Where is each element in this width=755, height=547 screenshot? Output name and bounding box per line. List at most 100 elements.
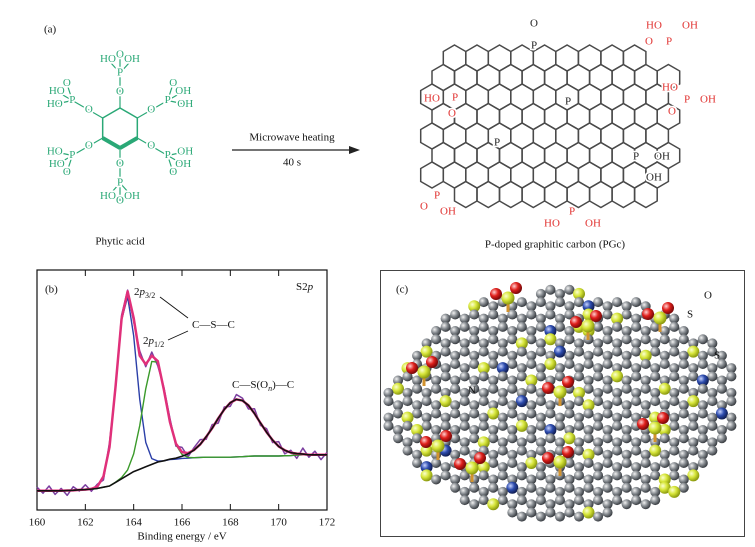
atom (542, 452, 554, 464)
atom (582, 399, 595, 412)
x-tick-label: 168 (222, 517, 239, 529)
bond (167, 155, 174, 173)
atom (421, 412, 432, 423)
atom (421, 396, 432, 407)
atom (402, 371, 413, 382)
atom (507, 408, 518, 419)
atom (678, 458, 689, 468)
ring-wedge (101, 136, 121, 150)
atom (469, 309, 480, 320)
atom (726, 396, 737, 407)
reaction-condition: Microwave heating (249, 132, 335, 144)
atom (650, 346, 661, 357)
atom (631, 396, 642, 407)
atom (562, 376, 574, 388)
atom (392, 382, 404, 395)
atom (687, 395, 700, 408)
atom (593, 511, 604, 522)
atom (459, 387, 470, 398)
atom (602, 499, 613, 510)
atom (393, 400, 403, 411)
annotation-part: C—S(O (232, 379, 268, 391)
annotation-part: C—S—C (192, 319, 235, 331)
atom (650, 437, 661, 448)
atom (488, 350, 499, 361)
atom (662, 302, 674, 314)
atom (402, 445, 413, 456)
atom (474, 452, 486, 464)
atom (650, 387, 661, 398)
atom (477, 461, 490, 474)
atom-label: OH (175, 85, 191, 97)
atom (688, 363, 699, 374)
atom (564, 400, 575, 411)
atom (421, 420, 432, 431)
atom (716, 425, 727, 435)
atom (678, 449, 689, 460)
x-tick-label: 162 (77, 517, 94, 529)
atom (593, 437, 604, 448)
atom (507, 326, 518, 336)
atom (564, 458, 575, 468)
atom (678, 383, 689, 394)
atom (383, 412, 394, 423)
atom (459, 445, 470, 456)
atom (631, 486, 642, 497)
atom (631, 346, 642, 357)
atom (640, 334, 651, 345)
atom (583, 375, 594, 386)
atom-label: HO (646, 20, 662, 32)
atom-label: HO (544, 218, 560, 230)
atom (431, 425, 442, 435)
atom (697, 408, 708, 419)
atom (507, 400, 518, 411)
atom (545, 408, 556, 419)
atom (450, 408, 461, 419)
atom (716, 433, 727, 444)
atom-label: P (117, 67, 123, 79)
atom (478, 338, 489, 349)
bond (107, 59, 121, 74)
atom (469, 425, 480, 435)
atom (469, 482, 480, 493)
atom (650, 495, 661, 506)
atom (469, 408, 480, 419)
bond (56, 154, 73, 166)
atom (678, 408, 689, 419)
series-line (37, 290, 327, 493)
atom (640, 359, 651, 369)
atom (716, 350, 727, 361)
bond (119, 182, 133, 197)
atom (526, 334, 537, 345)
atom (593, 387, 604, 398)
atom-label: O (147, 140, 155, 152)
reaction-time: 40 s (283, 157, 301, 169)
atom (507, 449, 518, 460)
atom (526, 499, 537, 510)
atom-label: OH (646, 172, 662, 184)
x-tick-label: 164 (125, 517, 142, 529)
atom (657, 412, 669, 424)
atom (612, 338, 623, 349)
atom (488, 425, 499, 435)
atom (564, 474, 575, 485)
atom (573, 495, 584, 506)
atom (440, 346, 451, 357)
atom (602, 326, 613, 336)
atom-label: OH (177, 98, 193, 110)
atom (553, 455, 567, 469)
atom (554, 495, 565, 506)
atom (640, 408, 651, 419)
atom (488, 433, 499, 444)
atom (450, 334, 461, 345)
atom (640, 383, 651, 394)
atom (525, 457, 538, 469)
atom (488, 474, 499, 485)
atom (516, 387, 527, 398)
atom (412, 383, 423, 394)
annotation-part: n (268, 384, 272, 393)
atom (659, 458, 670, 468)
atom (535, 412, 546, 423)
atom (488, 449, 499, 460)
bond (137, 109, 152, 119)
